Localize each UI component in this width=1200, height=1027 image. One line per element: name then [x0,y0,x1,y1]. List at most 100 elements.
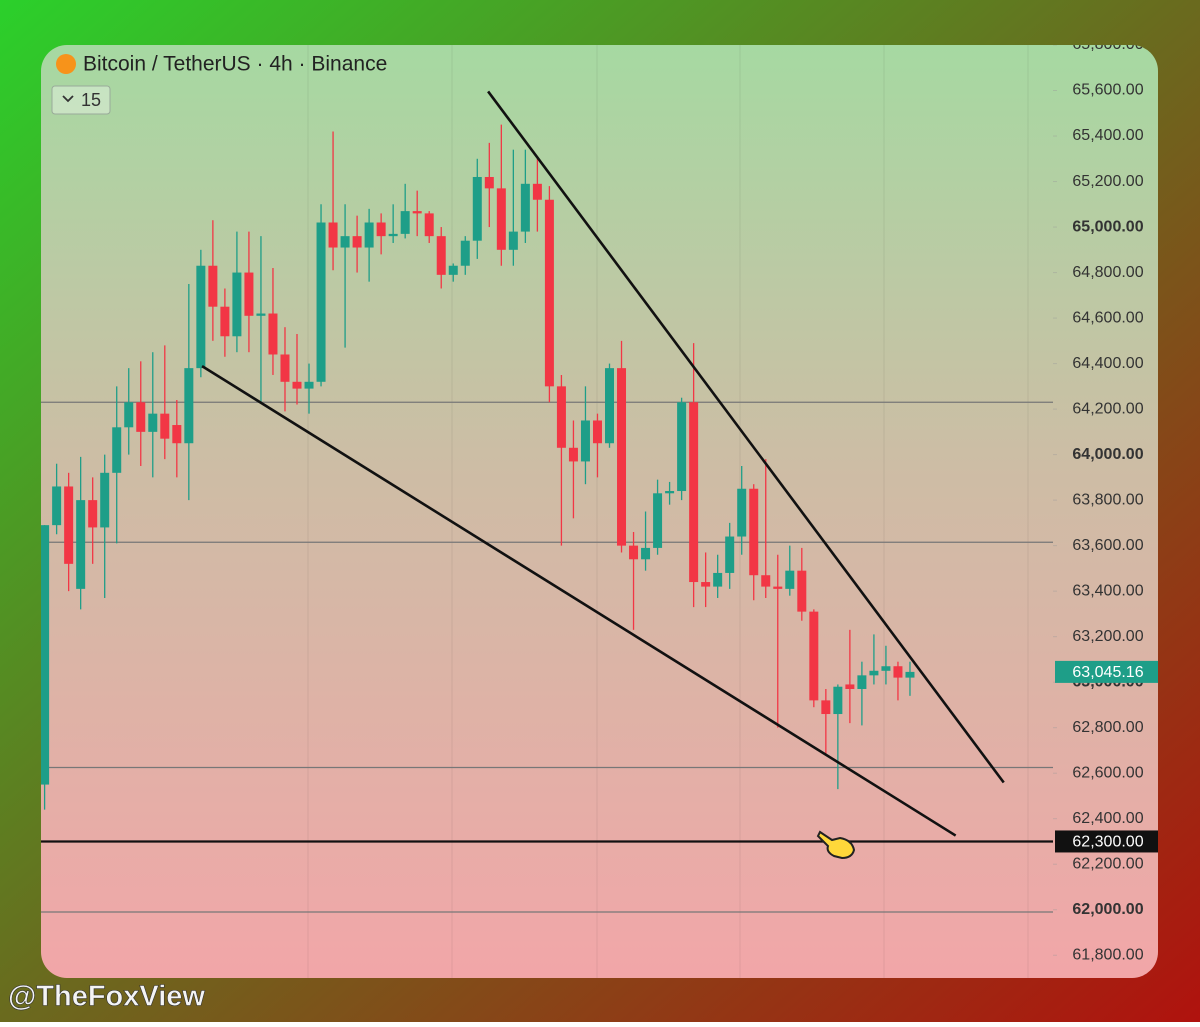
panel [41,45,1158,978]
candle-body [532,183,542,200]
candle-body [268,313,278,355]
watermark: @TheFoxView [8,981,205,1013]
trendline [487,90,1005,784]
candle-body [689,402,699,583]
candle-body [604,368,614,444]
candle-body [64,486,74,564]
y-tick-label: 63,400.00 [1072,582,1143,599]
candle-body [496,188,506,250]
y-tick-label: 64,000.00 [1072,446,1143,463]
candle-body [472,176,482,241]
candle-body [304,381,314,389]
candle-body [400,211,410,234]
cursor-hand [816,830,856,860]
candle-body [460,240,470,266]
chart-title: Bitcoin / TetherUS · 4h · Binance [83,53,387,76]
candle-body [653,493,663,548]
coin-icon [56,54,76,74]
last-price-label: 63,045.16 [1072,664,1143,681]
candle-body [340,236,350,248]
candle-body [184,368,194,444]
candle-body [124,402,134,428]
candle-body [88,500,98,528]
candle-body [52,486,62,526]
y-tick-label: 64,400.00 [1072,355,1143,372]
y-tick-label: 61,800.00 [1072,946,1143,963]
y-tick-label: 63,800.00 [1072,491,1143,508]
candle-body [568,447,578,462]
candle-body [388,233,398,237]
candle-body [280,354,290,382]
candle-body [100,472,110,528]
candle-body [256,313,266,316]
candle-body [665,491,675,494]
candle-body [41,525,50,785]
candle-body [749,488,759,576]
candle-body [424,213,434,237]
candle-body [160,413,170,439]
candle-body [136,402,146,432]
candle-body [484,176,494,189]
candle-body [148,413,158,432]
candle-body [629,545,639,560]
candle-body [328,222,338,248]
candle-body [821,700,831,715]
y-tick-label: 64,600.00 [1072,309,1143,326]
y-tick-label: 65,800.00 [1072,36,1143,53]
y-tick-label: 64,800.00 [1072,264,1143,281]
candle-body [220,306,230,337]
candle-body [208,265,218,307]
y-tick-label: 62,000.00 [1072,901,1143,918]
candle-body [761,575,771,587]
candle-body [316,222,326,382]
candle-body [785,570,795,589]
candle-body [556,386,566,448]
candle-body [857,675,867,689]
candle-body [641,547,651,560]
candle-body [845,684,855,689]
y-tick-label: 62,600.00 [1072,764,1143,781]
chevron [62,95,74,103]
trendline [201,364,957,837]
plot: 61,800.00 62,000.00 62,200.00 62,400.00 62,6… [41,36,1158,978]
candle-body [544,199,554,387]
candle-body [713,572,723,587]
candle-body [869,670,879,676]
candle-body [244,272,254,316]
candle-body [172,425,182,444]
candle-body [809,611,819,701]
candle-body [352,236,362,248]
y-tick-label: 64,200.00 [1072,400,1143,417]
y-tick-label: 62,400.00 [1072,810,1143,827]
key-level-label: 62,300.00 [1072,834,1143,851]
y-tick-label: 65,400.00 [1072,127,1143,144]
candle-body [364,222,374,248]
y-tick-label: 62,800.00 [1072,719,1143,736]
candle-body [617,368,627,546]
indicator-count: 15 [81,90,101,110]
candle-body [292,381,302,389]
key-level-tag [1055,830,1158,853]
candle-body [436,236,446,275]
candle-body [773,586,783,589]
candle-body [412,211,422,214]
candle-body [881,666,891,671]
indicator-toggle[interactable] [51,85,111,115]
candle-body [725,536,735,573]
y-tick-label: 65,600.00 [1072,82,1143,99]
candle-body [737,488,747,537]
candle-body [76,500,86,589]
last-price-tag [1055,660,1158,683]
candle-body [508,231,518,250]
y-tick-label: 65,000.00 [1072,218,1143,235]
candle-body [520,183,530,232]
y-tick-label: 63,600.00 [1072,537,1143,554]
candle-body [905,671,915,678]
candle-body [701,582,711,587]
candle-body [448,265,458,275]
candle-body [797,570,807,612]
candle-body [833,686,843,715]
candle-body [376,222,386,237]
